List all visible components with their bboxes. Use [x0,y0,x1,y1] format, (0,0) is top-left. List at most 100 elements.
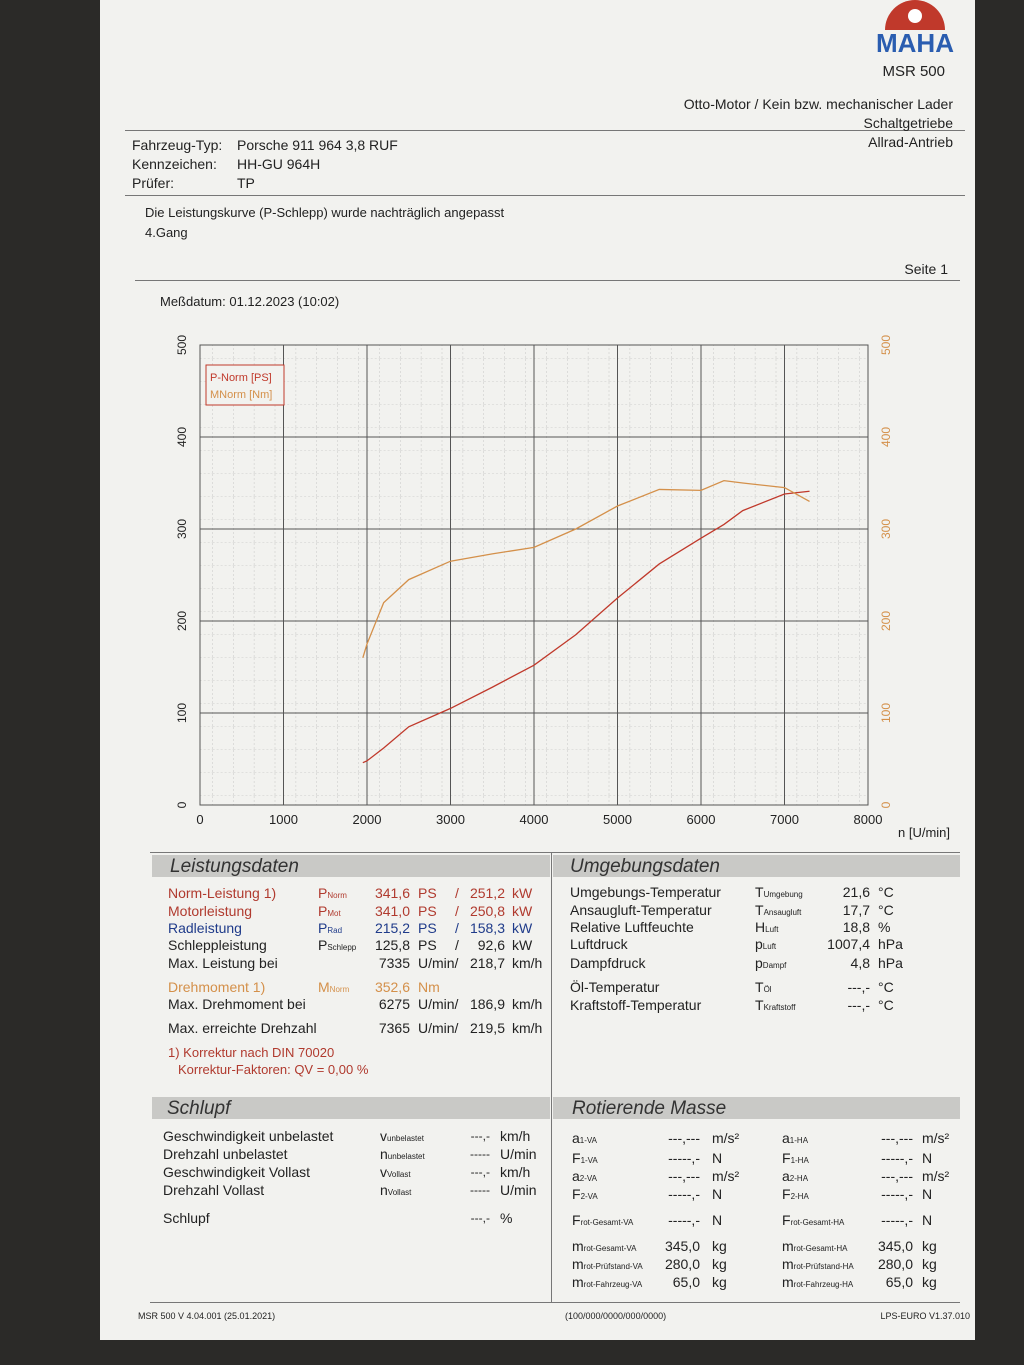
x-axis-label: n [U/min] [898,825,950,840]
row-value: -----,- [668,1186,700,1202]
row-unit: kW [512,937,533,953]
row-label: Geschwindigkeit unbelastet [163,1128,334,1144]
row-label: Öl-Temperatur [570,979,660,995]
row-unit: m/s² [712,1168,740,1184]
row-label: Relative Luftfeuchte [570,919,694,935]
x-tick-label: 3000 [436,812,465,827]
row-symbol: TAnsaugluft [755,902,802,918]
row-unit: N [712,1186,723,1202]
x-tick-label: 7000 [770,812,799,827]
rule [135,280,960,281]
row-unit: N [712,1150,723,1166]
row-label: Kraftstoff-Temperatur [570,997,702,1013]
row-unit: % [500,1210,513,1226]
model: MSR 500 [882,63,945,80]
row-unit: °C [878,884,894,900]
row-unit: kW [512,903,533,919]
row-symbol: F2-HA [782,1186,809,1205]
y2-tick-label: 500 [879,335,893,355]
row-label: Max. erreichte Drehzahl [168,1020,317,1036]
row-symbol: HLuft [755,919,778,938]
row-unit: m/s² [712,1130,740,1146]
row-separator: / [455,903,459,919]
row-symbol: F1-HA [782,1150,809,1166]
row-unit: U/min/ [418,1020,459,1036]
row-symbol: Frot-Gesamt-VA [572,1212,634,1228]
row-value: 341,6 [374,885,410,901]
row-unit: °C [878,902,894,918]
row-value: 6275 [378,996,410,1012]
footer: LPS-EURO V1.37.010 [880,1311,970,1321]
row-label: Drehmoment 1) [168,979,266,995]
footnote: Korrektur-Faktoren: QV = 0,00 % [178,1062,369,1077]
row-unit: kg [922,1274,937,1290]
note: 4.Gang [145,225,188,240]
chart: 0 1000 2000 3000 4000 5000 6000 7000 80000100200… [175,335,950,840]
row-symbol: PSchlepp [318,937,356,956]
row-symbol: PRad [318,920,343,936]
row-value: 250,8 [469,903,505,919]
row-symbol: F2-VA [572,1186,598,1202]
row-symbol: F2-VA [572,1186,598,1205]
row-value: 218,7 [469,955,505,971]
field-value: Porsche 911 964 3,8 RUF [237,137,398,153]
field-value: TP [237,175,255,191]
section-title: Umgebungsdaten [570,856,720,877]
row-symbol: mrot-Gesamt-HA [782,1238,848,1254]
row-symbol: TAnsaugluft [755,902,801,921]
row-value: ---,--- [668,1130,700,1146]
row-value: -----,- [668,1150,700,1166]
engine-info: Schaltgetriebe [863,115,953,131]
footnote: 1) Korrektur nach DIN 70020 [168,1045,335,1060]
row-symbol: Frot-Gesamt-HA [782,1212,845,1228]
row-symbol: a1-HA [782,1130,809,1146]
row-unit: km/h [500,1164,531,1180]
row-value: 125,8 [374,937,410,953]
row-value: ---,- [470,1211,490,1225]
row-value: ---,--- [881,1130,913,1146]
row-unit: km/h [512,955,543,971]
row-value: 4,8 [850,955,870,971]
row-symbol: mrot-Prüfstand-HA [782,1256,854,1275]
row-value: ---,- [847,997,870,1013]
row-symbol: Frot-Gesamt-VA [572,1212,633,1231]
row-label: Schlupf [163,1210,210,1226]
row-value: 251,2 [469,885,505,901]
row-symbol: PNorm [318,885,347,904]
row-symbol: mrot-Fahrzeug-VA [572,1274,643,1290]
rule [125,130,965,131]
row-value: 65,0 [672,1274,700,1290]
row-label: Norm-Leistung 1) [168,885,277,901]
row-symbol: nunbelastet [380,1146,425,1165]
field-label: Kennzeichen: [132,156,217,172]
x-tick-label: 4000 [520,812,549,827]
y2-tick-label: 100 [879,703,893,723]
row-symbol: TÖl [755,979,772,998]
logo-gear [908,9,922,23]
row-unit: hPa [878,936,903,952]
row-symbol: MNorm [318,979,350,995]
row-value: 345,0 [877,1238,913,1254]
row-symbol: MNorm [318,979,349,998]
row-value: -----,- [881,1150,913,1166]
row-unit: PS [418,920,437,936]
row-symbol: TUmgebung [755,884,803,900]
row-symbol: mrot-Fahrzeug-HA [782,1274,853,1293]
field-label: Prüfer: [132,175,175,191]
row-unit: kg [922,1256,937,1272]
engine-info: Allrad-Antrieb [868,134,953,150]
y2-tick-label: 200 [879,611,893,631]
row-unit: km/h [512,996,543,1012]
x-tick-label: 1000 [269,812,298,827]
row-symbol: TÖl [755,979,772,995]
row-symbol: a1-VA [572,1130,597,1146]
row-symbol: nVollast [380,1182,412,1198]
row-symbol: a2-HA [782,1168,808,1187]
row-unit: U/min [500,1182,537,1198]
row-value: -----,- [881,1186,913,1202]
x-tick-label: 0 [196,812,203,827]
row-symbol: PRad [318,920,342,939]
y2-tick-label: 300 [879,519,893,539]
row-separator: / [455,920,459,936]
row-value: 7335 [378,955,410,971]
